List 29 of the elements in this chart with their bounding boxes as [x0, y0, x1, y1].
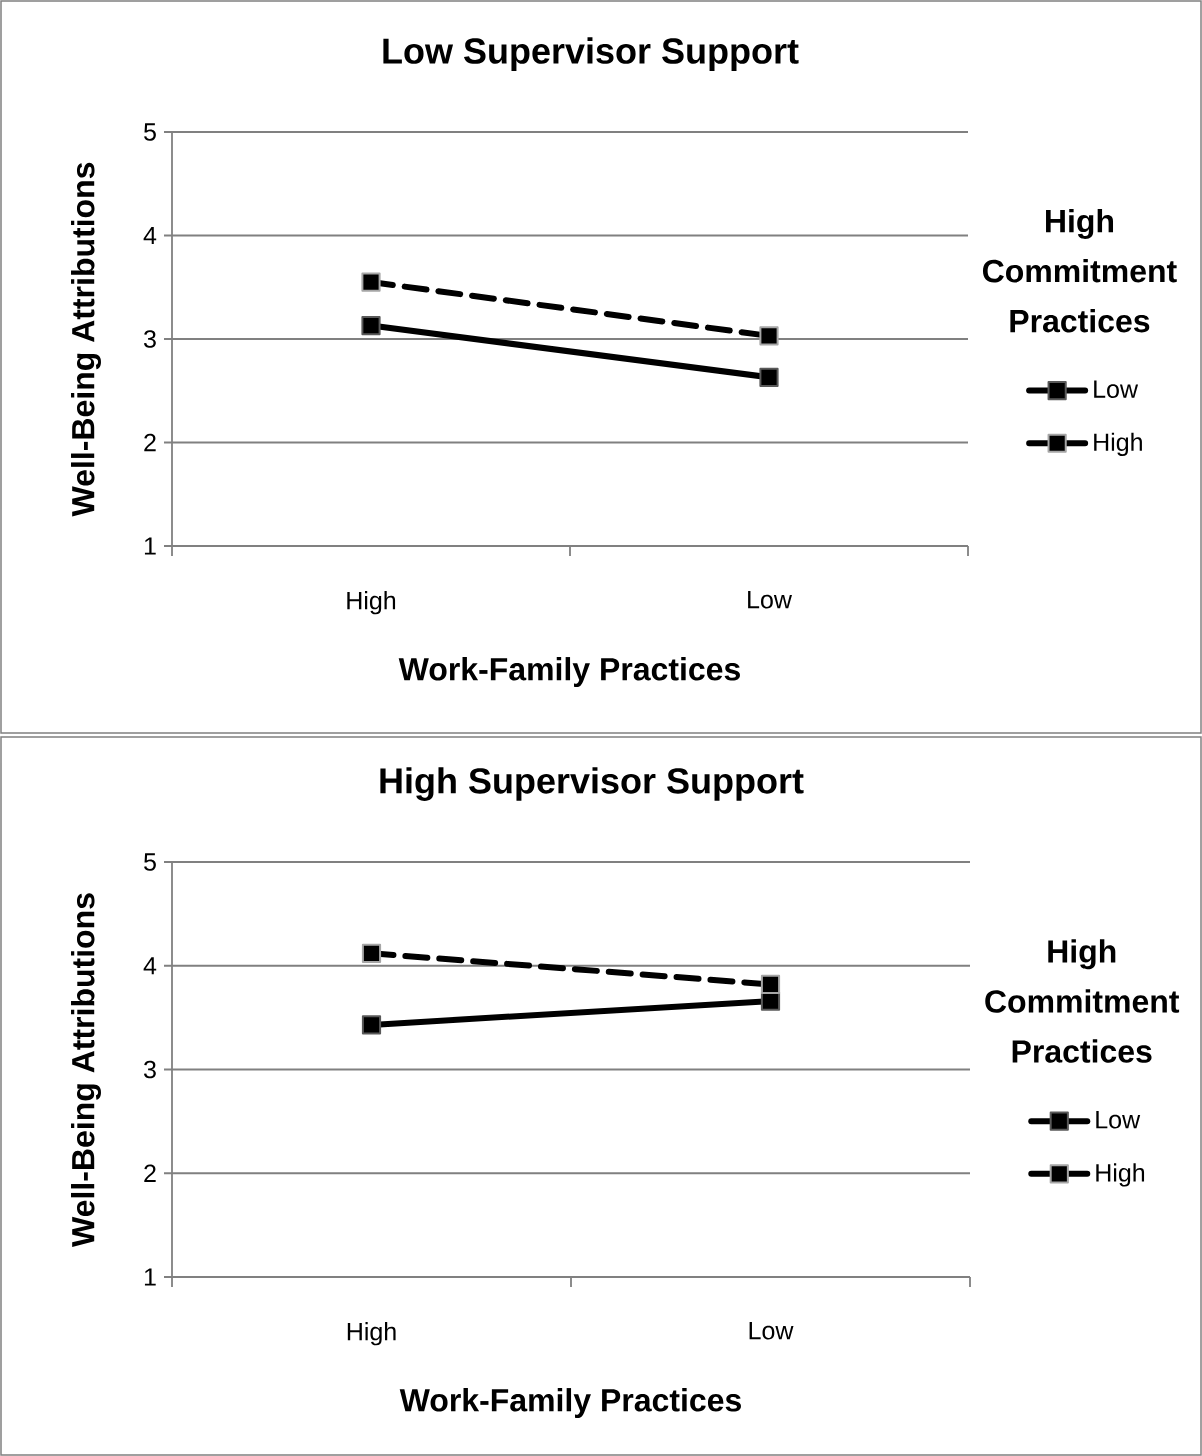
legend-title: High Commitment Practices: [982, 208, 1177, 333]
chart-title: Low Supervisor Support: [383, 37, 799, 71]
point: [759, 326, 779, 346]
y-tick-label: 3: [143, 1060, 156, 1079]
point: [361, 315, 381, 336]
legend-title: High Commitment Practices: [985, 939, 1180, 1063]
y-tick-label: 1: [144, 537, 156, 555]
y-tick-label: 1: [144, 1268, 156, 1286]
legend-label: Low: [1096, 1111, 1141, 1129]
chart-title: High Supervisor Support: [380, 767, 804, 801]
point: [361, 943, 382, 963]
y-axis-title: Well-Being Attributions: [71, 893, 101, 1247]
point: [759, 367, 779, 387]
legend-label: High: [1096, 1163, 1145, 1187]
legend-label: High: [1094, 432, 1142, 457]
legend-label: Low: [1094, 380, 1139, 398]
y-tick-label: 4: [143, 957, 157, 975]
y-axis-title: Well-Being Attributions: [71, 162, 101, 517]
y-tick-label: 3: [143, 330, 156, 348]
y-tick-label: 4: [143, 226, 157, 245]
point: [361, 1015, 382, 1035]
y-tick-label: 2: [144, 433, 156, 452]
x-axis-title: Work-Family Practices: [398, 657, 740, 687]
point: [760, 974, 781, 995]
y-tick-label: 5: [144, 123, 156, 141]
point: [361, 272, 381, 292]
y-tick-label: 5: [144, 853, 156, 871]
y-tick-label: 2: [144, 1164, 156, 1182]
x-axis-title: Work-Family Practices: [399, 1388, 741, 1418]
